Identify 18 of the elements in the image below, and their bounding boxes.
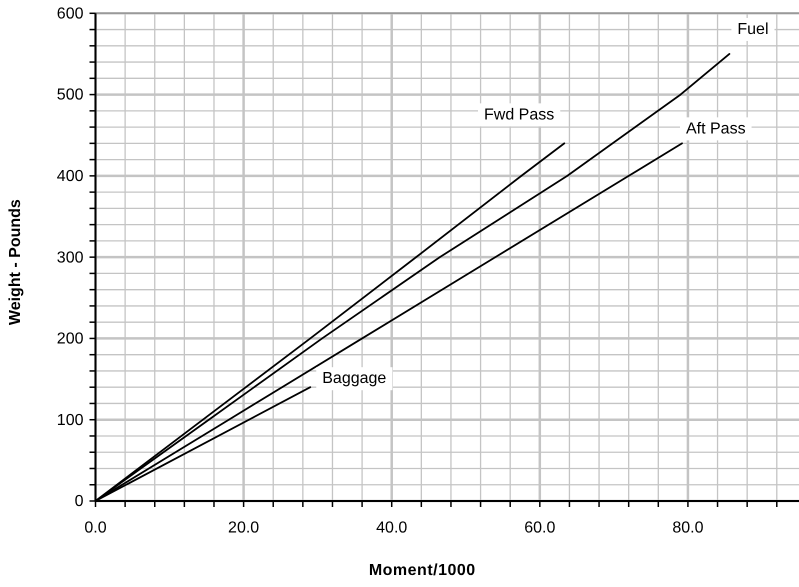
y-tick-label: 0 — [74, 493, 84, 510]
series-label: Baggage — [322, 370, 386, 388]
x-axis-title: Moment/1000 — [368, 562, 476, 579]
series-label: Aft Pass — [686, 120, 746, 138]
series-label: Fuel — [737, 20, 769, 38]
x-tick-label: 0.0 — [84, 519, 107, 536]
y-tick-label: 400 — [56, 168, 84, 185]
y-tick-label: 600 — [56, 5, 84, 22]
x-tick-label: 40.0 — [376, 519, 408, 536]
y-tick-label: 200 — [56, 330, 84, 348]
x-tick-label: 80.0 — [672, 519, 704, 536]
series-label: Fwd Pass — [484, 106, 554, 124]
y-tick-label: 300 — [56, 249, 84, 266]
y-tick-label: 500 — [56, 86, 84, 104]
y-axis-title: Weight - Pounds — [7, 199, 24, 326]
x-tick-label: 60.0 — [524, 519, 556, 536]
y-tick-label: 100 — [56, 412, 84, 429]
x-tick-label: 20.0 — [228, 519, 260, 536]
